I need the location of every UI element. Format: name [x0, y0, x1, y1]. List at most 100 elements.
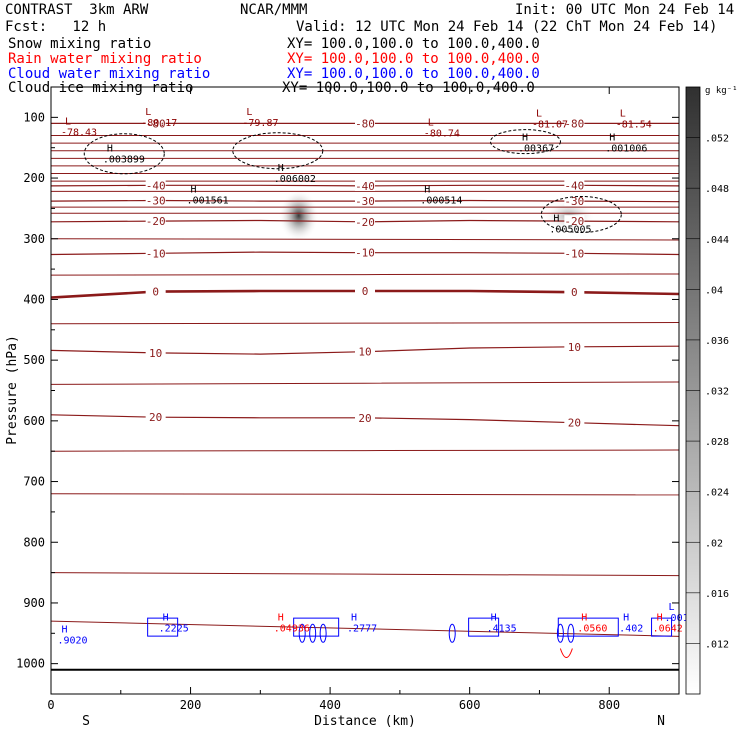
- x-tick-label: 400: [319, 698, 341, 712]
- colorbar-tick-label: .024: [705, 488, 729, 499]
- x-tick-label: 600: [459, 698, 481, 712]
- header-title: CONTRAST 3km ARW: [5, 2, 149, 18]
- cloud-water-contour: [448, 623, 456, 643]
- y-tick-label: 400: [23, 292, 45, 306]
- extremum-value: .001561: [187, 195, 229, 206]
- contour-label-background: [355, 284, 375, 296]
- y-tick-label: 900: [23, 596, 45, 610]
- extremum-marker: L: [620, 108, 626, 119]
- colorbar-tick-label: .036: [705, 336, 729, 347]
- contour-label-background: [145, 194, 166, 206]
- cloud-water-contour: [298, 623, 306, 643]
- extremum-value: .4135: [487, 623, 517, 634]
- temperature-contour-label: -20: [146, 215, 166, 228]
- x-tick-label: 200: [180, 698, 202, 712]
- temperature-contour-label: -10: [146, 247, 166, 260]
- temperature-contour-label: 0: [152, 286, 159, 299]
- temperature-contours-layer: -80 -80 -80 -40 -40 -40 -30 -30 -30 -20 -20 -20 -10 -…: [50, 117, 680, 637]
- cloud-ice-contour: [489, 129, 561, 155]
- header-center-title: NCAR/MMM: [240, 2, 308, 18]
- contour-label-background: [145, 215, 166, 227]
- shaded-maximum: [278, 189, 319, 242]
- cloud-water-contour: [556, 623, 564, 643]
- temperature-contour-label: -80: [146, 117, 166, 130]
- contour-label-background: [564, 179, 585, 191]
- x-axis-left-end-label: S: [82, 714, 90, 729]
- axes-layer: 0 200 400 600 800100200300400500600700800900…: [16, 87, 679, 712]
- extremum-marker: H: [491, 612, 497, 623]
- field-name-cloud-water: Cloud water mixing ratio: [8, 66, 211, 82]
- extremum-value: .003899: [103, 155, 145, 166]
- temperature-contour: [50, 322, 680, 325]
- cloud-water-contour: [147, 617, 179, 637]
- colorbar-tick-label: .02: [705, 538, 723, 549]
- extremum-marker: H: [623, 612, 629, 623]
- contour-label-background: [564, 340, 585, 352]
- extremum-marker: L: [246, 107, 252, 118]
- contour-label-background: [145, 117, 166, 129]
- header-forecast: Fcst: 12 h: [5, 19, 107, 35]
- temperature-contour-label: 0: [571, 286, 578, 299]
- extremum-value: .2225: [159, 623, 189, 634]
- temperature-contour-label: -30: [146, 195, 166, 208]
- x-tick-label: 800: [598, 698, 620, 712]
- contour-label-background: [355, 195, 375, 207]
- contour-label-background: [355, 215, 375, 227]
- y-tick-label: 600: [23, 414, 45, 428]
- y-tick-label: 500: [23, 353, 45, 367]
- extremum-marker: H: [553, 213, 559, 224]
- temperature-contour-label: -40: [564, 179, 584, 192]
- extremum-marker: H: [522, 133, 528, 144]
- field-xy-snow: XY= 100.0,100.0 to 100.0,400.0: [287, 36, 540, 52]
- colorbar-tick-label: .052: [705, 134, 729, 145]
- temperature-contour-label: -20: [564, 215, 584, 228]
- extremum-value: .0642: [653, 623, 683, 634]
- y-tick-label: 300: [23, 232, 45, 246]
- y-tick-label: 800: [23, 535, 45, 549]
- colorbar: .052 .048 .044 .04 .036 .032 .028 .024 .02 .016 .0…: [685, 86, 729, 695]
- extremum-value: -80.74: [424, 129, 460, 140]
- cloud-water-contour: [309, 623, 317, 643]
- contour-label-background: [355, 246, 375, 258]
- extremum-value: .001: [665, 613, 689, 624]
- contour-label-background: [564, 247, 585, 259]
- temperature-contour-label: -40: [146, 179, 166, 192]
- extremum-marker: H: [609, 133, 615, 144]
- extremum-value: .04936: [274, 623, 310, 634]
- extremum-marker: L: [145, 107, 151, 118]
- field-name-cloud-ice: Cloud ice mixing ratio: [8, 80, 194, 96]
- cloud-ice-contour: [83, 133, 165, 175]
- extremum-value: .402: [619, 623, 643, 634]
- contour-label-background: [145, 411, 166, 423]
- field-xy-rain: XY= 100.0,100.0 to 100.0,400.0: [287, 51, 540, 67]
- x-axis-right-end-label: N: [657, 714, 665, 729]
- temperature-contour-label: -10: [355, 247, 375, 260]
- temperature-contour-label: 20: [568, 417, 581, 430]
- contour-label-background: [355, 117, 375, 129]
- extremum-marker: H: [351, 612, 357, 623]
- colorbar-tick-label: .048: [705, 184, 729, 195]
- extremum-value: -79.87: [242, 118, 278, 129]
- field-name-snow: Snow mixing ratio: [8, 36, 152, 52]
- rain-water-contour: [559, 648, 573, 658]
- extremum-marker: H: [657, 612, 663, 623]
- y-tick-label: 700: [23, 475, 45, 489]
- cloud-water-contour: [319, 623, 327, 643]
- extremum-marker: H: [163, 612, 169, 623]
- temperature-contour-label: 10: [358, 346, 371, 359]
- colorbar-tick-label: .04: [705, 285, 723, 296]
- y-tick-label: 100: [23, 110, 45, 124]
- plot-frame: [50, 86, 680, 695]
- temperature-contour-label: -10: [564, 247, 584, 260]
- temperature-contour-label: -20: [355, 216, 375, 229]
- extremum-value: .001006: [605, 144, 647, 155]
- extremum-marker: H: [191, 184, 197, 195]
- extremum-marker: H: [581, 612, 587, 623]
- contour-label-background: [145, 247, 166, 259]
- extremum-value: -80.17: [141, 118, 177, 129]
- temperature-contour: [50, 273, 680, 276]
- field-name-rain: Rain water mixing ratio: [8, 51, 202, 67]
- contour-label-background: [145, 179, 166, 191]
- temperature-contour-label: -30: [564, 195, 584, 208]
- cloud-water-contour: [293, 617, 340, 637]
